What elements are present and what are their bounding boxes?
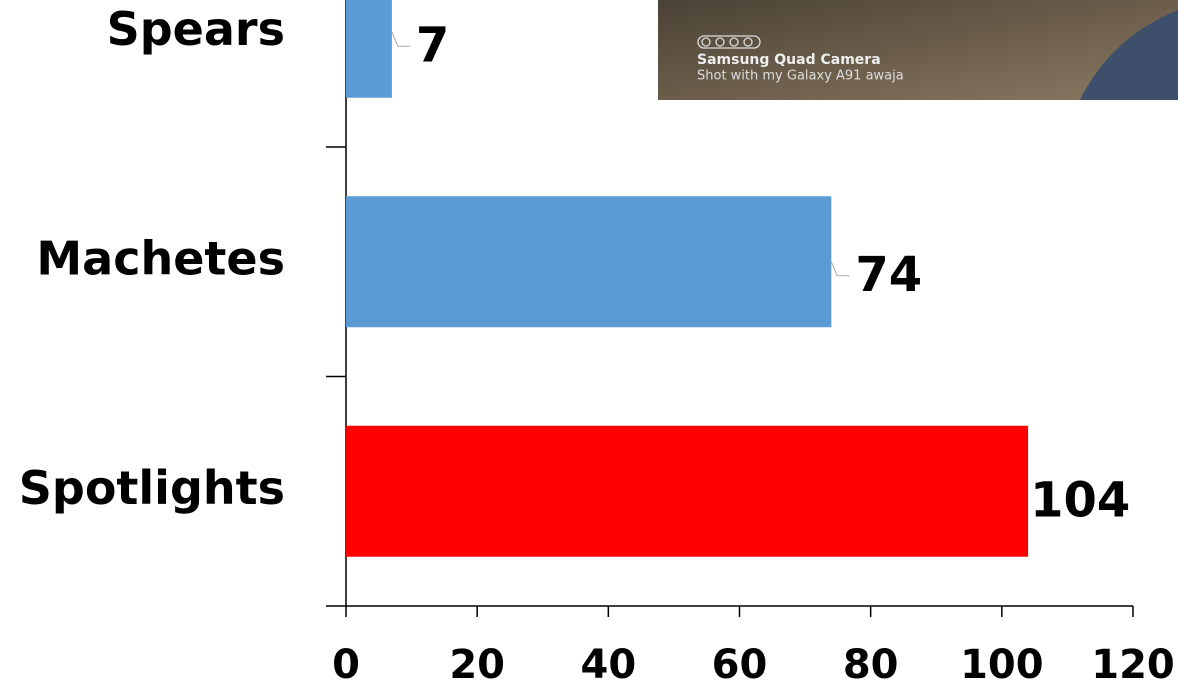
x-tick-label: 0 [332,642,360,688]
bar [346,0,392,98]
bar [346,425,1029,557]
y-tick-label: Spears [107,2,285,56]
y-tick-label: Spotlights [19,461,285,515]
leader-line [391,32,410,47]
x-tick-label: 80 [843,642,899,688]
photo-detail [1080,10,1178,100]
value-label: 104 [1030,472,1130,528]
photo-caption: Samsung Quad Camera [697,52,881,68]
x-tick-label: 40 [580,642,636,688]
x-tick-label: 120 [1091,642,1175,688]
photo-inset: Samsung Quad Camera Shot with my Galaxy … [658,0,1178,100]
leader-line [830,261,850,277]
camera-icon [697,35,761,49]
value-label: 7 [416,17,449,73]
photo-caption: Shot with my Galaxy A91 awaja [697,69,904,84]
bar [346,196,832,328]
plot: 0 20 40 60 80 100 120 Spears 7 Machetes 74 Spotligh… [19,0,1175,688]
x-tick-label: 100 [960,642,1044,688]
x-tick-label: 20 [449,642,505,688]
x-tick-label: 60 [712,642,768,688]
value-label: 74 [855,247,922,303]
y-tick-label: Machetes [36,231,285,285]
